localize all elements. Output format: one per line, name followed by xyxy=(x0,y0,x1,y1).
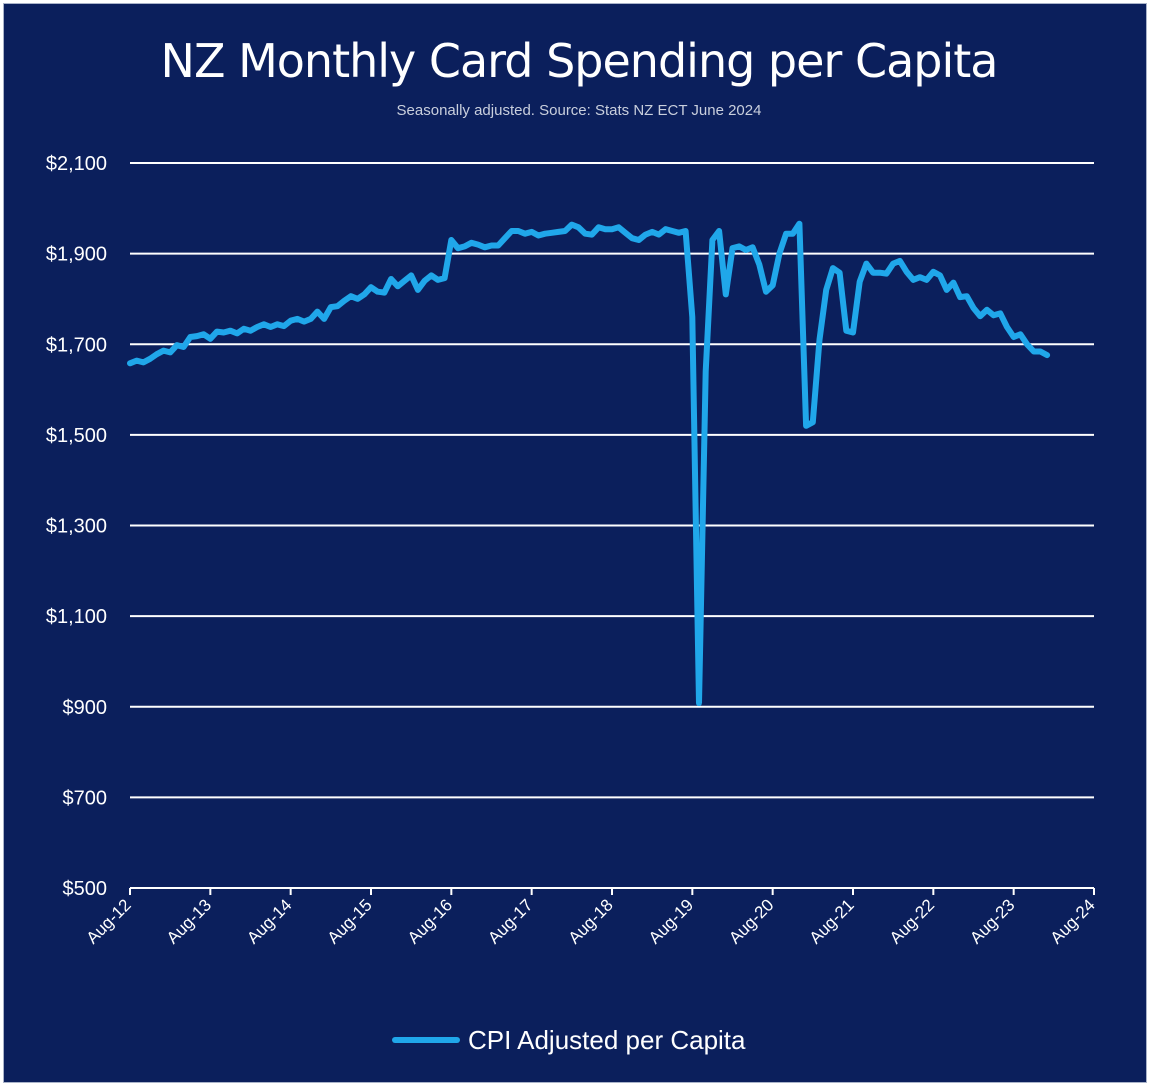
x-tick-label: Aug-21 xyxy=(806,895,858,947)
x-axis-ticks: Aug-12 Aug-13 Aug-14 Aug-15 Aug-16 Aug-17 Aug-… xyxy=(83,888,1099,948)
y-tick-label: $1,300 xyxy=(46,516,107,538)
x-tick-label: Aug-12 xyxy=(83,895,135,947)
series-line xyxy=(127,220,1051,707)
x-tick-label: Aug-16 xyxy=(404,895,456,947)
x-tick-label: Aug-24 xyxy=(1047,895,1099,947)
x-tick-label: Aug-18 xyxy=(565,895,617,947)
x-tick-label: Aug-22 xyxy=(886,895,938,947)
y-tick-label: $900 xyxy=(63,697,108,719)
series-layer xyxy=(127,220,1051,707)
y-tick-label: $1,700 xyxy=(46,334,107,356)
x-tick-label: Aug-15 xyxy=(324,895,376,947)
y-tick-label: $500 xyxy=(63,878,108,900)
x-tick-label: Aug-20 xyxy=(725,895,777,947)
y-axis-ticks: $500 $700 $900 $1,100 $1,300 $1,500 $1,700 $1,9… xyxy=(46,153,107,900)
legend-label: CPI Adjusted per Capita xyxy=(468,1024,746,1055)
y-tick-label: $1,500 xyxy=(46,425,107,447)
y-tick-label: $1,100 xyxy=(46,606,107,628)
x-tick-label: Aug-13 xyxy=(163,895,215,947)
y-tick-label: $1,900 xyxy=(46,244,107,266)
legend: CPI Adjusted per Capita xyxy=(392,1022,746,1058)
legend-swatch xyxy=(392,1037,460,1043)
x-tick-label: Aug-17 xyxy=(484,895,536,947)
y-tick-label: $700 xyxy=(63,787,108,809)
x-tick-label: Aug-14 xyxy=(243,895,295,947)
y-tick-label: $2,100 xyxy=(46,153,107,175)
x-tick-label: Aug-19 xyxy=(645,895,697,947)
chart-subtitle: Seasonally adjusted. Source: Stats NZ EC… xyxy=(396,102,762,119)
plot-area: $500 $700 $900 $1,100 $1,300 $1,500 $1,700 $1,9… xyxy=(46,153,1099,948)
x-tick-label: Aug-23 xyxy=(966,895,1018,947)
chart-title: NZ Monthly Card Spending per Capita xyxy=(160,34,999,88)
gridlines xyxy=(130,162,1094,799)
chart-frame: NZ Monthly Card Spending per Capita Seas… xyxy=(3,3,1147,1083)
